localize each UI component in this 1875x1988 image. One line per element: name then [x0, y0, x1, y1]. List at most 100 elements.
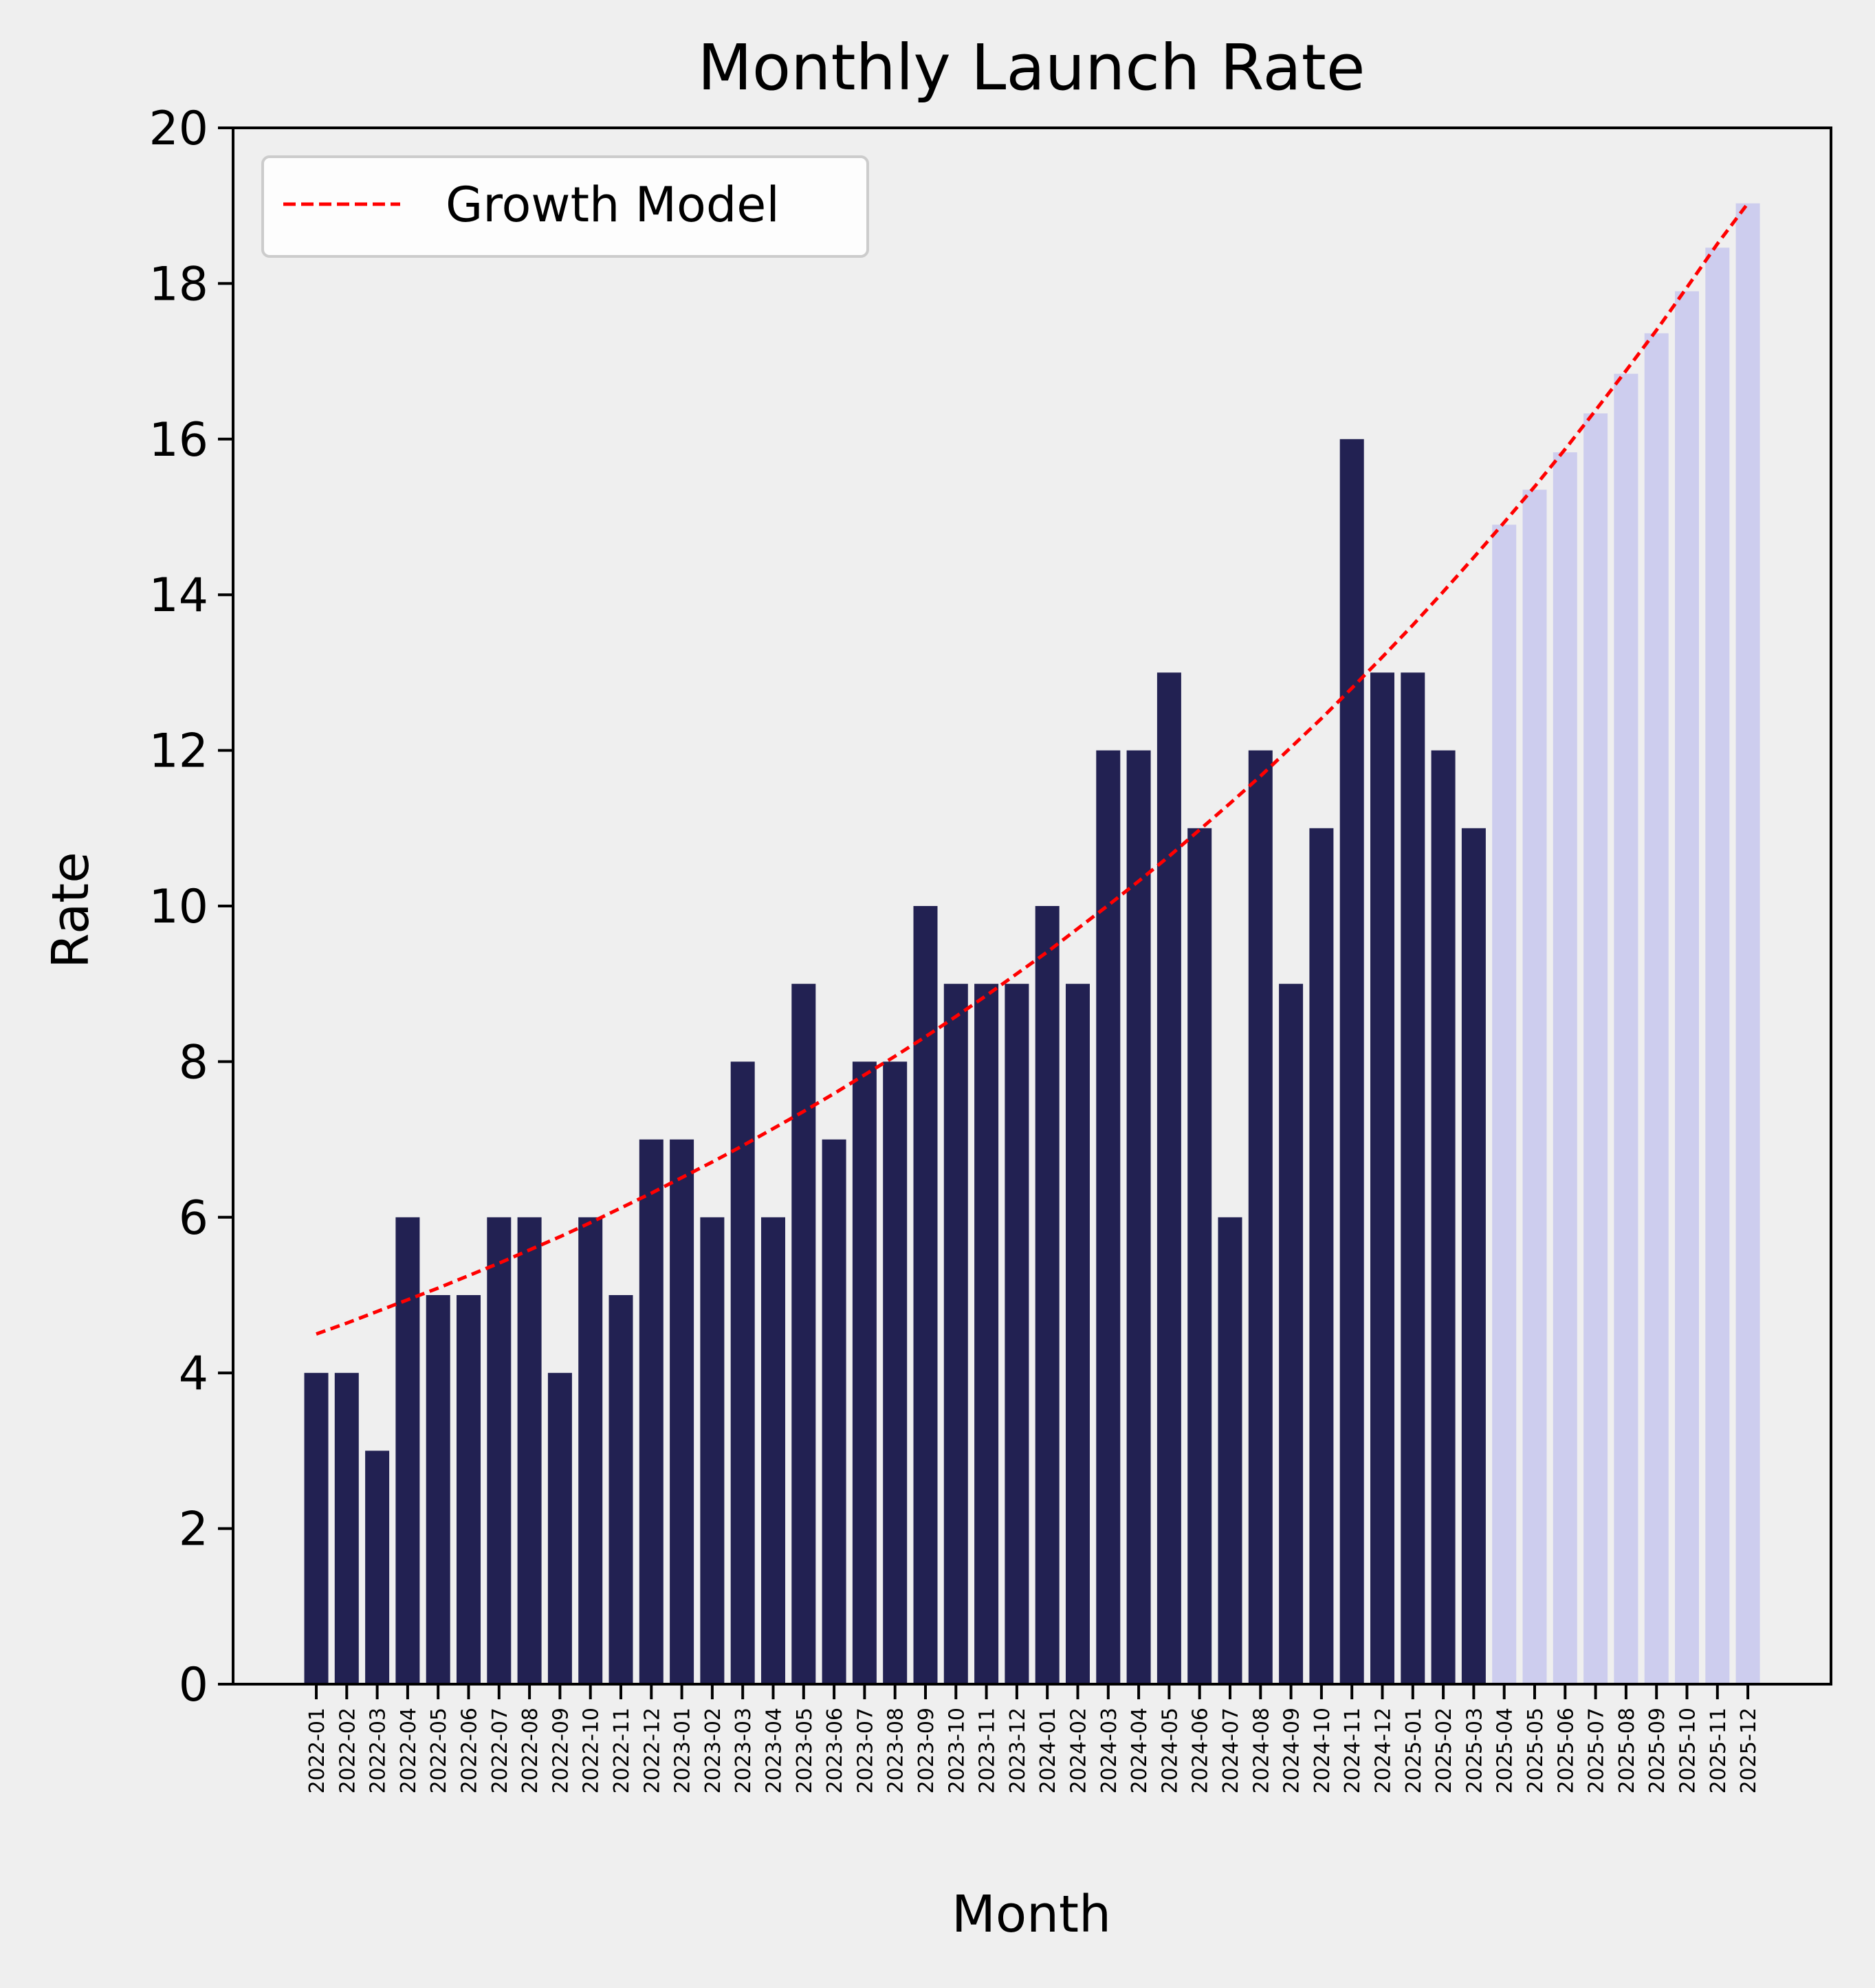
bar-2024-05 — [1156, 672, 1181, 1684]
x-tick-label-2025-03: 2025-03 — [1462, 1708, 1487, 1793]
bar-2024-08 — [1248, 750, 1273, 1684]
x-tick-label-2025-12: 2025-12 — [1737, 1708, 1761, 1793]
y-axis: 0 2 4 6 8 10 12 14 16 18 20 — [149, 102, 233, 1712]
x-tick-label-2022-09: 2022-09 — [549, 1708, 573, 1793]
x-tick-label-2025-07: 2025-07 — [1585, 1708, 1609, 1793]
y-tick-label-10: 10 — [149, 880, 208, 934]
bar-2025-09-projected — [1644, 333, 1669, 1684]
bar-2023-03 — [730, 1061, 755, 1684]
bar-2022-02 — [334, 1373, 359, 1684]
x-tick-label-2023-12: 2023-12 — [1006, 1708, 1030, 1793]
x-tick-label-2024-05: 2024-05 — [1158, 1708, 1182, 1793]
x-tick-label-2024-06: 2024-06 — [1189, 1708, 1213, 1793]
x-tick-label-2022-05: 2022-05 — [427, 1708, 451, 1793]
bar-2022-07 — [487, 1217, 512, 1684]
x-tick-label-2023-09: 2023-09 — [914, 1708, 939, 1793]
bar-2025-03 — [1461, 828, 1486, 1684]
bar-2023-05 — [791, 984, 816, 1684]
y-tick-label-14: 14 — [149, 568, 208, 623]
x-tick-label-2022-11: 2022-11 — [610, 1708, 634, 1793]
y-axis-label: Rate — [41, 852, 100, 969]
bar-2022-08 — [517, 1217, 542, 1684]
x-tick-label-2023-05: 2023-05 — [793, 1708, 817, 1793]
bar-2022-12 — [639, 1139, 664, 1684]
x-tick-label-2022-06: 2022-06 — [458, 1708, 482, 1793]
bar-2022-11 — [608, 1295, 633, 1684]
x-tick-label-2024-03: 2024-03 — [1097, 1708, 1121, 1793]
y-tick-label-20: 20 — [149, 102, 208, 156]
x-tick-label-2025-04: 2025-04 — [1493, 1708, 1517, 1793]
bar-2025-02 — [1431, 750, 1456, 1684]
growth-model-line — [316, 202, 1750, 1336]
bar-2023-08 — [883, 1061, 908, 1684]
bar-2025-08-projected — [1614, 373, 1638, 1685]
bar-2025-06-projected — [1553, 452, 1577, 1684]
bar-2023-11 — [974, 984, 999, 1684]
x-tick-label-2022-08: 2022-08 — [518, 1708, 542, 1793]
legend: Growth Model — [261, 155, 869, 258]
x-tick-label-2023-10: 2023-10 — [945, 1708, 969, 1793]
x-tick-label-2024-10: 2024-10 — [1311, 1708, 1335, 1793]
bar-2025-04-projected — [1492, 524, 1517, 1684]
plot-area — [304, 202, 1760, 1685]
bar-2024-09 — [1279, 984, 1304, 1684]
x-tick-label-2023-08: 2023-08 — [884, 1708, 908, 1793]
x-tick-label-2022-03: 2022-03 — [366, 1708, 391, 1793]
y-tick-label-0: 0 — [179, 1658, 208, 1712]
bar-2022-04 — [395, 1217, 420, 1684]
x-tick-label-2025-11: 2025-11 — [1707, 1708, 1731, 1793]
x-tick-label-2023-01: 2023-01 — [671, 1708, 695, 1793]
y-tick-label-16: 16 — [149, 413, 208, 467]
chart-title: Monthly Launch Rate — [698, 31, 1366, 104]
bar-2024-10 — [1309, 828, 1334, 1684]
x-tick-label-2022-07: 2022-07 — [488, 1708, 512, 1793]
y-tick-label-6: 6 — [179, 1191, 208, 1246]
bar-2025-05-projected — [1522, 489, 1547, 1684]
bar-2022-05 — [426, 1295, 450, 1684]
x-tick-label-2024-12: 2024-12 — [1372, 1708, 1396, 1793]
x-tick-label-2024-04: 2024-04 — [1128, 1708, 1152, 1793]
x-tick-label-2023-02: 2023-02 — [701, 1708, 725, 1793]
x-tick-label-2024-02: 2024-02 — [1067, 1708, 1091, 1793]
bar-2025-10-projected — [1675, 291, 1699, 1685]
x-tick-label-2023-06: 2023-06 — [823, 1708, 847, 1793]
bar-2024-06 — [1187, 828, 1212, 1684]
x-tick-label-2023-04: 2023-04 — [763, 1708, 787, 1793]
x-tick-label-2022-02: 2022-02 — [336, 1708, 360, 1793]
x-tick-label-2024-07: 2024-07 — [1219, 1708, 1243, 1793]
bar-2023-07 — [852, 1061, 877, 1684]
bar-2023-09 — [913, 906, 938, 1684]
x-tick-label-2025-08: 2025-08 — [1615, 1708, 1639, 1793]
bar-2022-09 — [547, 1373, 572, 1684]
x-tick-label-2024-01: 2024-01 — [1036, 1708, 1060, 1793]
x-tick-label-2022-10: 2022-10 — [580, 1708, 604, 1793]
bar-2024-12 — [1370, 672, 1394, 1684]
bar-2023-04 — [761, 1217, 785, 1684]
bar-2022-01 — [304, 1373, 329, 1684]
x-tick-label-2025-02: 2025-02 — [1432, 1708, 1456, 1793]
x-tick-label-2025-05: 2025-05 — [1524, 1708, 1548, 1793]
bar-2023-02 — [700, 1217, 725, 1684]
x-tick-label-2024-09: 2024-09 — [1280, 1708, 1304, 1793]
x-tick-label-2023-03: 2023-03 — [732, 1708, 756, 1793]
y-tick-label-2: 2 — [179, 1503, 208, 1557]
x-tick-label-2023-11: 2023-11 — [976, 1708, 1000, 1793]
bar-2024-02 — [1066, 984, 1090, 1684]
x-tick-label-2022-04: 2022-04 — [397, 1708, 421, 1793]
bar-2025-12-projected — [1735, 203, 1760, 1684]
bar-2022-10 — [578, 1217, 603, 1684]
x-tick-label-2025-01: 2025-01 — [1402, 1708, 1426, 1793]
x-tick-label-2022-01: 2022-01 — [305, 1708, 329, 1793]
x-tick-label-2025-10: 2025-10 — [1676, 1708, 1700, 1793]
x-tick-label-2024-08: 2024-08 — [1249, 1708, 1273, 1793]
x-tick-label-2024-11: 2024-11 — [1341, 1708, 1365, 1793]
bar-2025-07-projected — [1583, 413, 1608, 1684]
x-axis-label: Month — [952, 1885, 1111, 1944]
bar-2024-03 — [1096, 750, 1121, 1684]
x-tick-label-2022-12: 2022-12 — [640, 1708, 664, 1793]
x-axis: 2022-01 2022-02 2022-03 2022-04 2022-05 2022-… — [305, 1684, 1761, 1793]
bar-2025-01 — [1401, 672, 1425, 1684]
bar-2022-03 — [365, 1450, 390, 1684]
bar-2024-01 — [1035, 906, 1060, 1684]
